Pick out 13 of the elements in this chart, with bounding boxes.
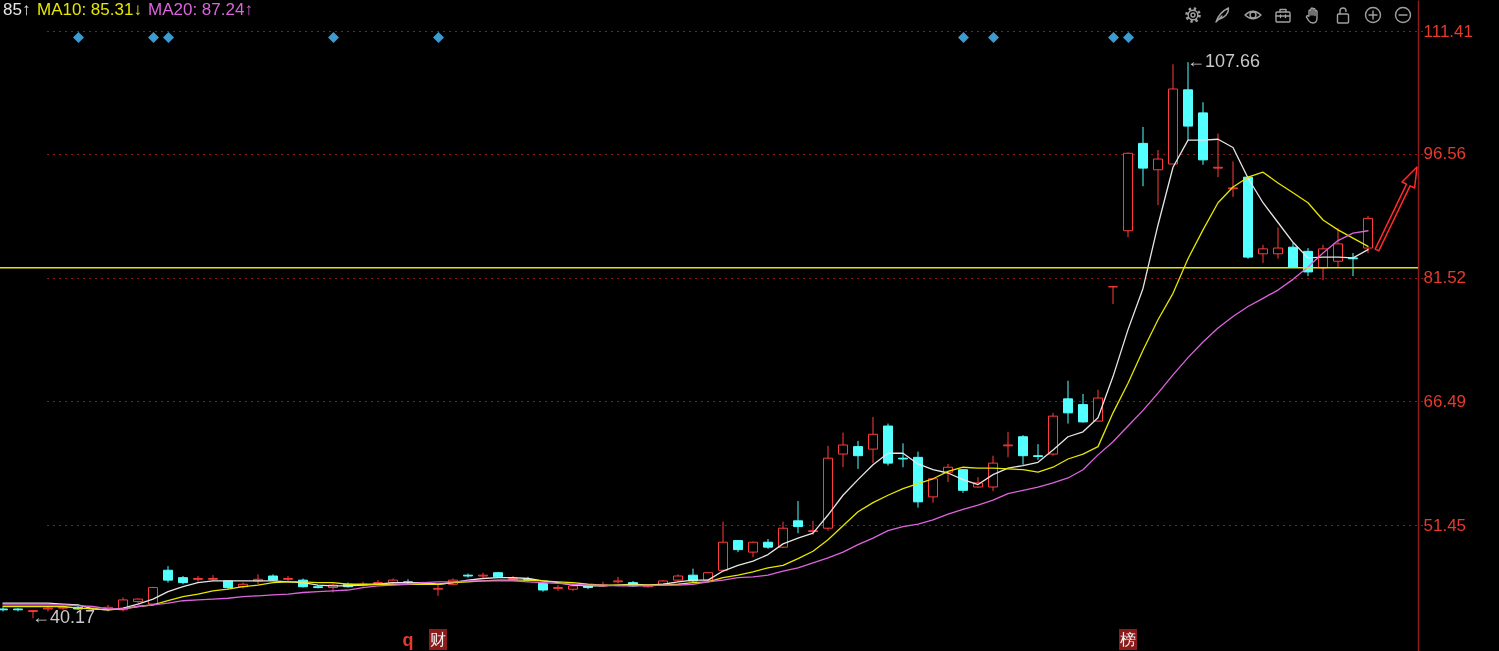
y-tick-label: 51.45 [1423, 515, 1467, 535]
annotation: 榜 [1119, 629, 1137, 650]
y-tick-label: 66.49 [1423, 391, 1467, 411]
y-tick-label: 96.56 [1423, 144, 1467, 164]
y-tick-label: 81.52 [1423, 268, 1467, 288]
annotation: q [402, 630, 414, 650]
text: MA10: 85.31↓ [37, 0, 142, 19]
annotation: 财 [429, 629, 447, 650]
text: 85↑ [3, 0, 31, 19]
annotation: ←107.66 [1187, 51, 1261, 72]
y-tick-label: 111.41 [1423, 21, 1473, 41]
text: MA20: 87.24↑ [148, 0, 253, 19]
annotation: ←40.17 [32, 607, 96, 628]
